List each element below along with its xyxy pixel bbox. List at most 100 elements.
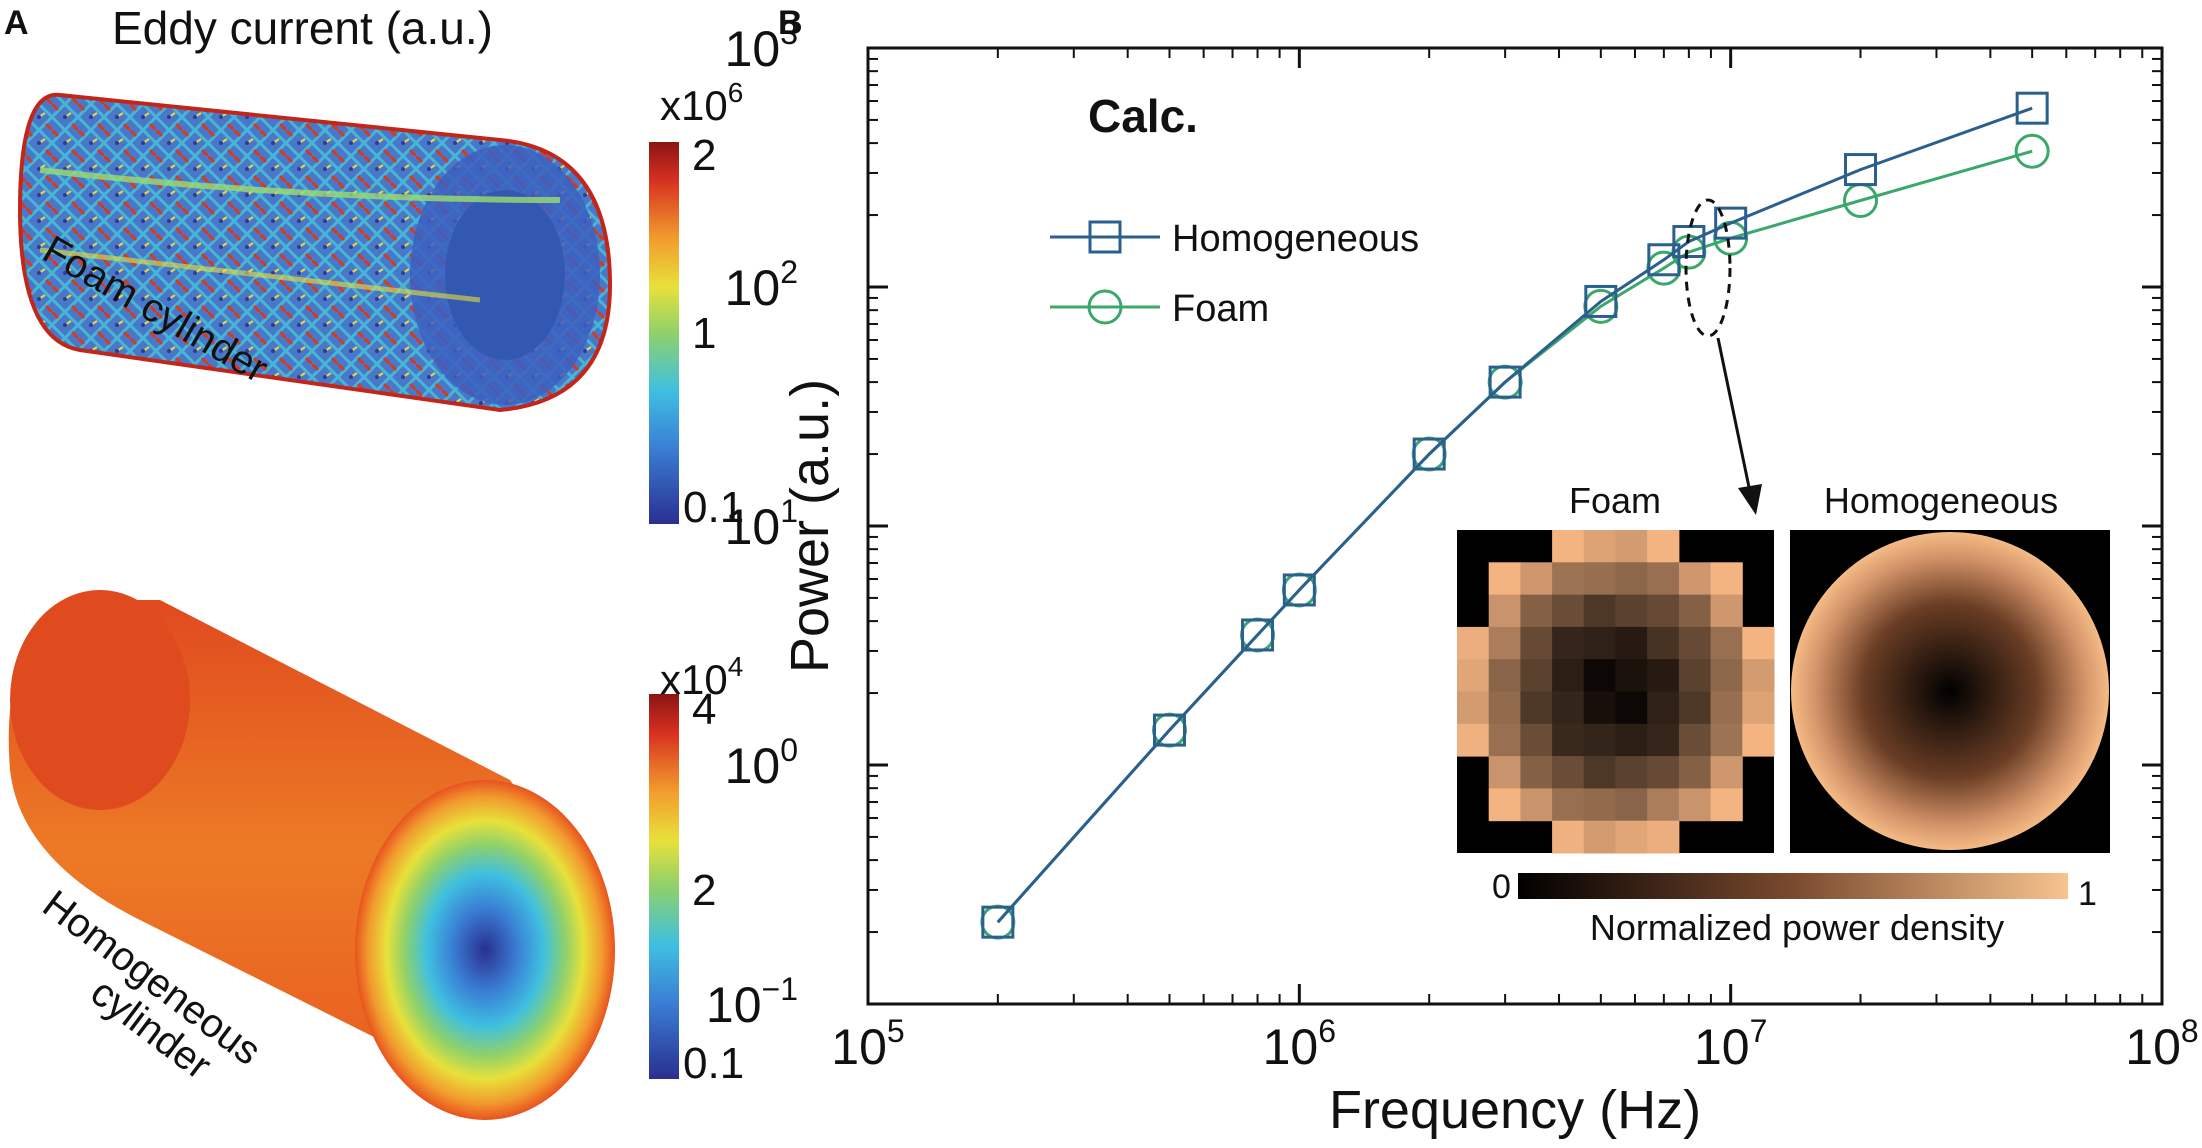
foam-pixel xyxy=(1710,788,1743,822)
plot-frame xyxy=(866,46,2164,1006)
foam-pixel xyxy=(1457,723,1490,757)
foam-pixel xyxy=(1742,723,1775,757)
inset-colorbar-label: Normalized power density xyxy=(1590,907,2004,948)
foam-pixel xyxy=(1710,626,1743,660)
foam-pixel xyxy=(1488,756,1521,789)
data-point-homogeneous xyxy=(1488,365,1522,399)
y-tick-label: 10−1 xyxy=(706,971,798,1033)
foam-pixel xyxy=(1647,788,1680,822)
foam-pixel xyxy=(1552,756,1585,789)
foam-pixel xyxy=(1615,626,1648,660)
foam-pixel xyxy=(1615,756,1648,789)
x-tick-label: 107 xyxy=(1694,1013,1767,1075)
foam-pixel xyxy=(1678,788,1712,822)
panel-b-label: B xyxy=(778,4,803,42)
foam-pixel xyxy=(1647,723,1680,757)
x-axis-label: Frequency (Hz) xyxy=(1329,1080,1701,1140)
foam-pixel xyxy=(1710,723,1743,757)
x-tick-label: 108 xyxy=(2125,1013,2198,1075)
foam-pixel xyxy=(1552,691,1585,725)
y-tick-label: 101 xyxy=(725,493,798,555)
data-point-homogeneous xyxy=(1412,437,1446,471)
foam-pixel xyxy=(1520,723,1553,757)
y-tick-label: 100 xyxy=(725,732,798,794)
foam-pixel xyxy=(1583,594,1616,628)
foam-pixel xyxy=(1520,756,1553,789)
foam-pixel xyxy=(1678,691,1712,725)
foam-pixel xyxy=(1615,723,1648,757)
inset-foam-title: Foam xyxy=(1569,480,1661,521)
foam-pixel xyxy=(1520,562,1553,596)
foam-pixel xyxy=(1520,788,1553,822)
panel-b: B 105 106 107 108 10−1 100 101 102 103 Frequency… xyxy=(706,4,2199,1140)
foam-pixel xyxy=(1583,562,1616,596)
foam-pixel xyxy=(1552,723,1585,757)
foam-colorbar: x106 2 1 0.1 xyxy=(649,77,744,532)
foam-pixel xyxy=(1742,626,1775,660)
homogeneous-colorbar-tick-min: 0.1 xyxy=(683,1039,744,1088)
foam-pixel xyxy=(1583,788,1616,822)
foam-colorbar-tick-max: 2 xyxy=(692,131,716,180)
inset-homogeneous-title: Homogeneous xyxy=(1824,480,2058,521)
data-point-homogeneous xyxy=(2015,91,2049,125)
foam-pixel xyxy=(1615,530,1648,563)
foam-colorbar-gradient xyxy=(649,142,679,524)
data-point-homogeneous xyxy=(1672,225,1706,259)
panel-a-title: Eddy current (a.u.) xyxy=(112,2,493,54)
inset-colorbar-min: 0 xyxy=(1492,868,1511,906)
foam-pixel xyxy=(1615,562,1648,596)
data-point-homogeneous xyxy=(1647,243,1681,277)
y-tick-label: 103 xyxy=(725,15,798,77)
legend-label-homogeneous: Homogeneous xyxy=(1172,218,1419,260)
data-point-homogeneous xyxy=(1714,206,1748,240)
legend-marker-homogeneous xyxy=(1088,220,1122,254)
foam-pixel xyxy=(1552,820,1585,854)
foam-pixel xyxy=(1742,691,1775,725)
foam-pixel xyxy=(1647,756,1680,789)
inset-foam-image xyxy=(1457,530,1775,854)
foam-pixel xyxy=(1583,659,1616,692)
data-point-homogeneous xyxy=(1584,284,1618,318)
foam-pixel xyxy=(1583,691,1616,725)
foam-pixel xyxy=(1678,562,1712,596)
foam-pixel xyxy=(1647,820,1680,854)
foam-pixel xyxy=(1678,756,1712,789)
foam-pixel xyxy=(1583,820,1616,854)
panel-a: A Eddy current (a.u.) Foam cylinder x106… xyxy=(4,2,744,1120)
foam-pixel xyxy=(1615,659,1648,692)
foam-pixel xyxy=(1457,659,1490,692)
foam-pixel xyxy=(1552,788,1585,822)
data-point-foam xyxy=(2014,133,2050,169)
foam-pixel xyxy=(1710,594,1743,628)
highlight-ellipse xyxy=(1684,198,1732,338)
foam-pixel xyxy=(1710,691,1743,725)
foam-colorbar-multiplier: x106 xyxy=(660,77,743,129)
foam-pixel xyxy=(1520,659,1553,692)
inset: Foam Homogeneous 0 1 Normalized power de… xyxy=(1457,480,2110,948)
foam-pixel xyxy=(1615,820,1648,854)
foam-colorbar-tick-min: 0.1 xyxy=(683,483,744,532)
foam-pixel xyxy=(1520,691,1553,725)
foam-pixel xyxy=(1457,691,1490,725)
foam-colorbar-tick-mid: 1 xyxy=(692,309,716,358)
foam-pixel xyxy=(1583,756,1616,789)
foam-cylinder-image: Foam cylinder xyxy=(17,92,613,413)
foam-pixel xyxy=(1520,626,1553,660)
foam-pixel xyxy=(1710,659,1743,692)
foam-pixel xyxy=(1488,626,1521,660)
homogeneous-cylinder-image: Homogeneous cylinder xyxy=(8,590,615,1120)
foam-pixel xyxy=(1647,594,1680,628)
homogeneous-colorbar-tick-mid: 2 xyxy=(692,866,716,915)
foam-pixel xyxy=(1615,594,1648,628)
foam-pixel xyxy=(1583,530,1616,563)
foam-pixel xyxy=(1552,562,1585,596)
inset-arrow-head xyxy=(1738,484,1762,515)
foam-pixel xyxy=(1457,626,1490,660)
inset-colorbar xyxy=(1518,873,2068,899)
foam-pixel xyxy=(1742,659,1775,692)
series-layer xyxy=(980,91,2050,940)
legend-marker-foam xyxy=(1087,289,1123,325)
y-tick-label: 102 xyxy=(725,254,798,316)
data-point-homogeneous xyxy=(1241,618,1275,652)
inset-colorbar-max: 1 xyxy=(2078,875,2097,913)
